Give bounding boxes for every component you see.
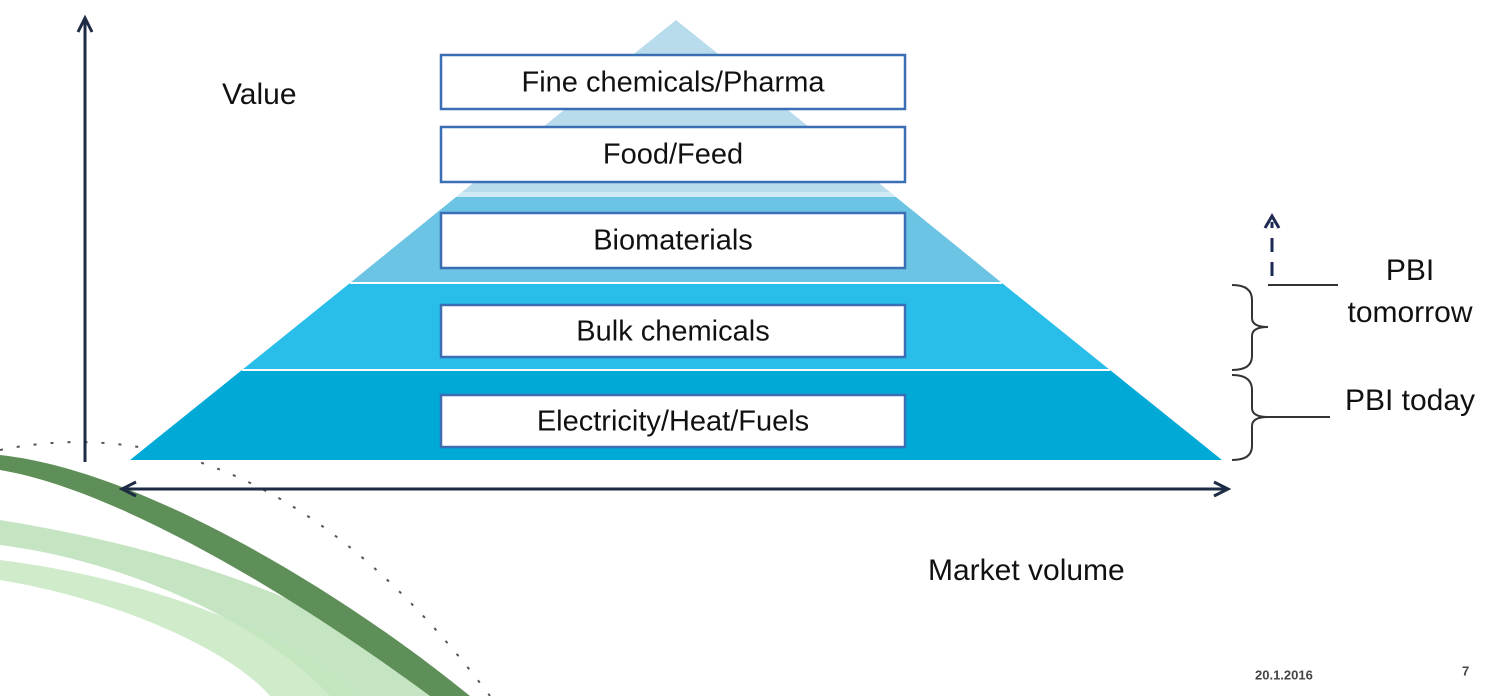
bracket-label: PBI [1386,254,1434,287]
level-label: Food/Feed [603,139,743,171]
footer-date: 20.1.2016 [1255,667,1313,682]
brackets [1232,285,1338,460]
level-label: Bulk chemicals [576,316,769,348]
bracket-label: PBI today [1345,384,1475,417]
slide: Fine chemicals/Pharma Food/Feed Biomater… [0,0,1511,696]
level-label: Electricity/Heat/Fuels [537,406,809,438]
dashed-arrow [1265,216,1279,276]
x-axis-label: Market volume [928,554,1125,587]
level-label: Biomaterials [593,225,753,257]
bracket-label: tomorrow [1347,296,1472,329]
level-label: Fine chemicals/Pharma [522,67,826,99]
y-axis-label: Value [222,78,297,111]
decoration [0,442,490,696]
page-number: 7 [1462,663,1469,678]
